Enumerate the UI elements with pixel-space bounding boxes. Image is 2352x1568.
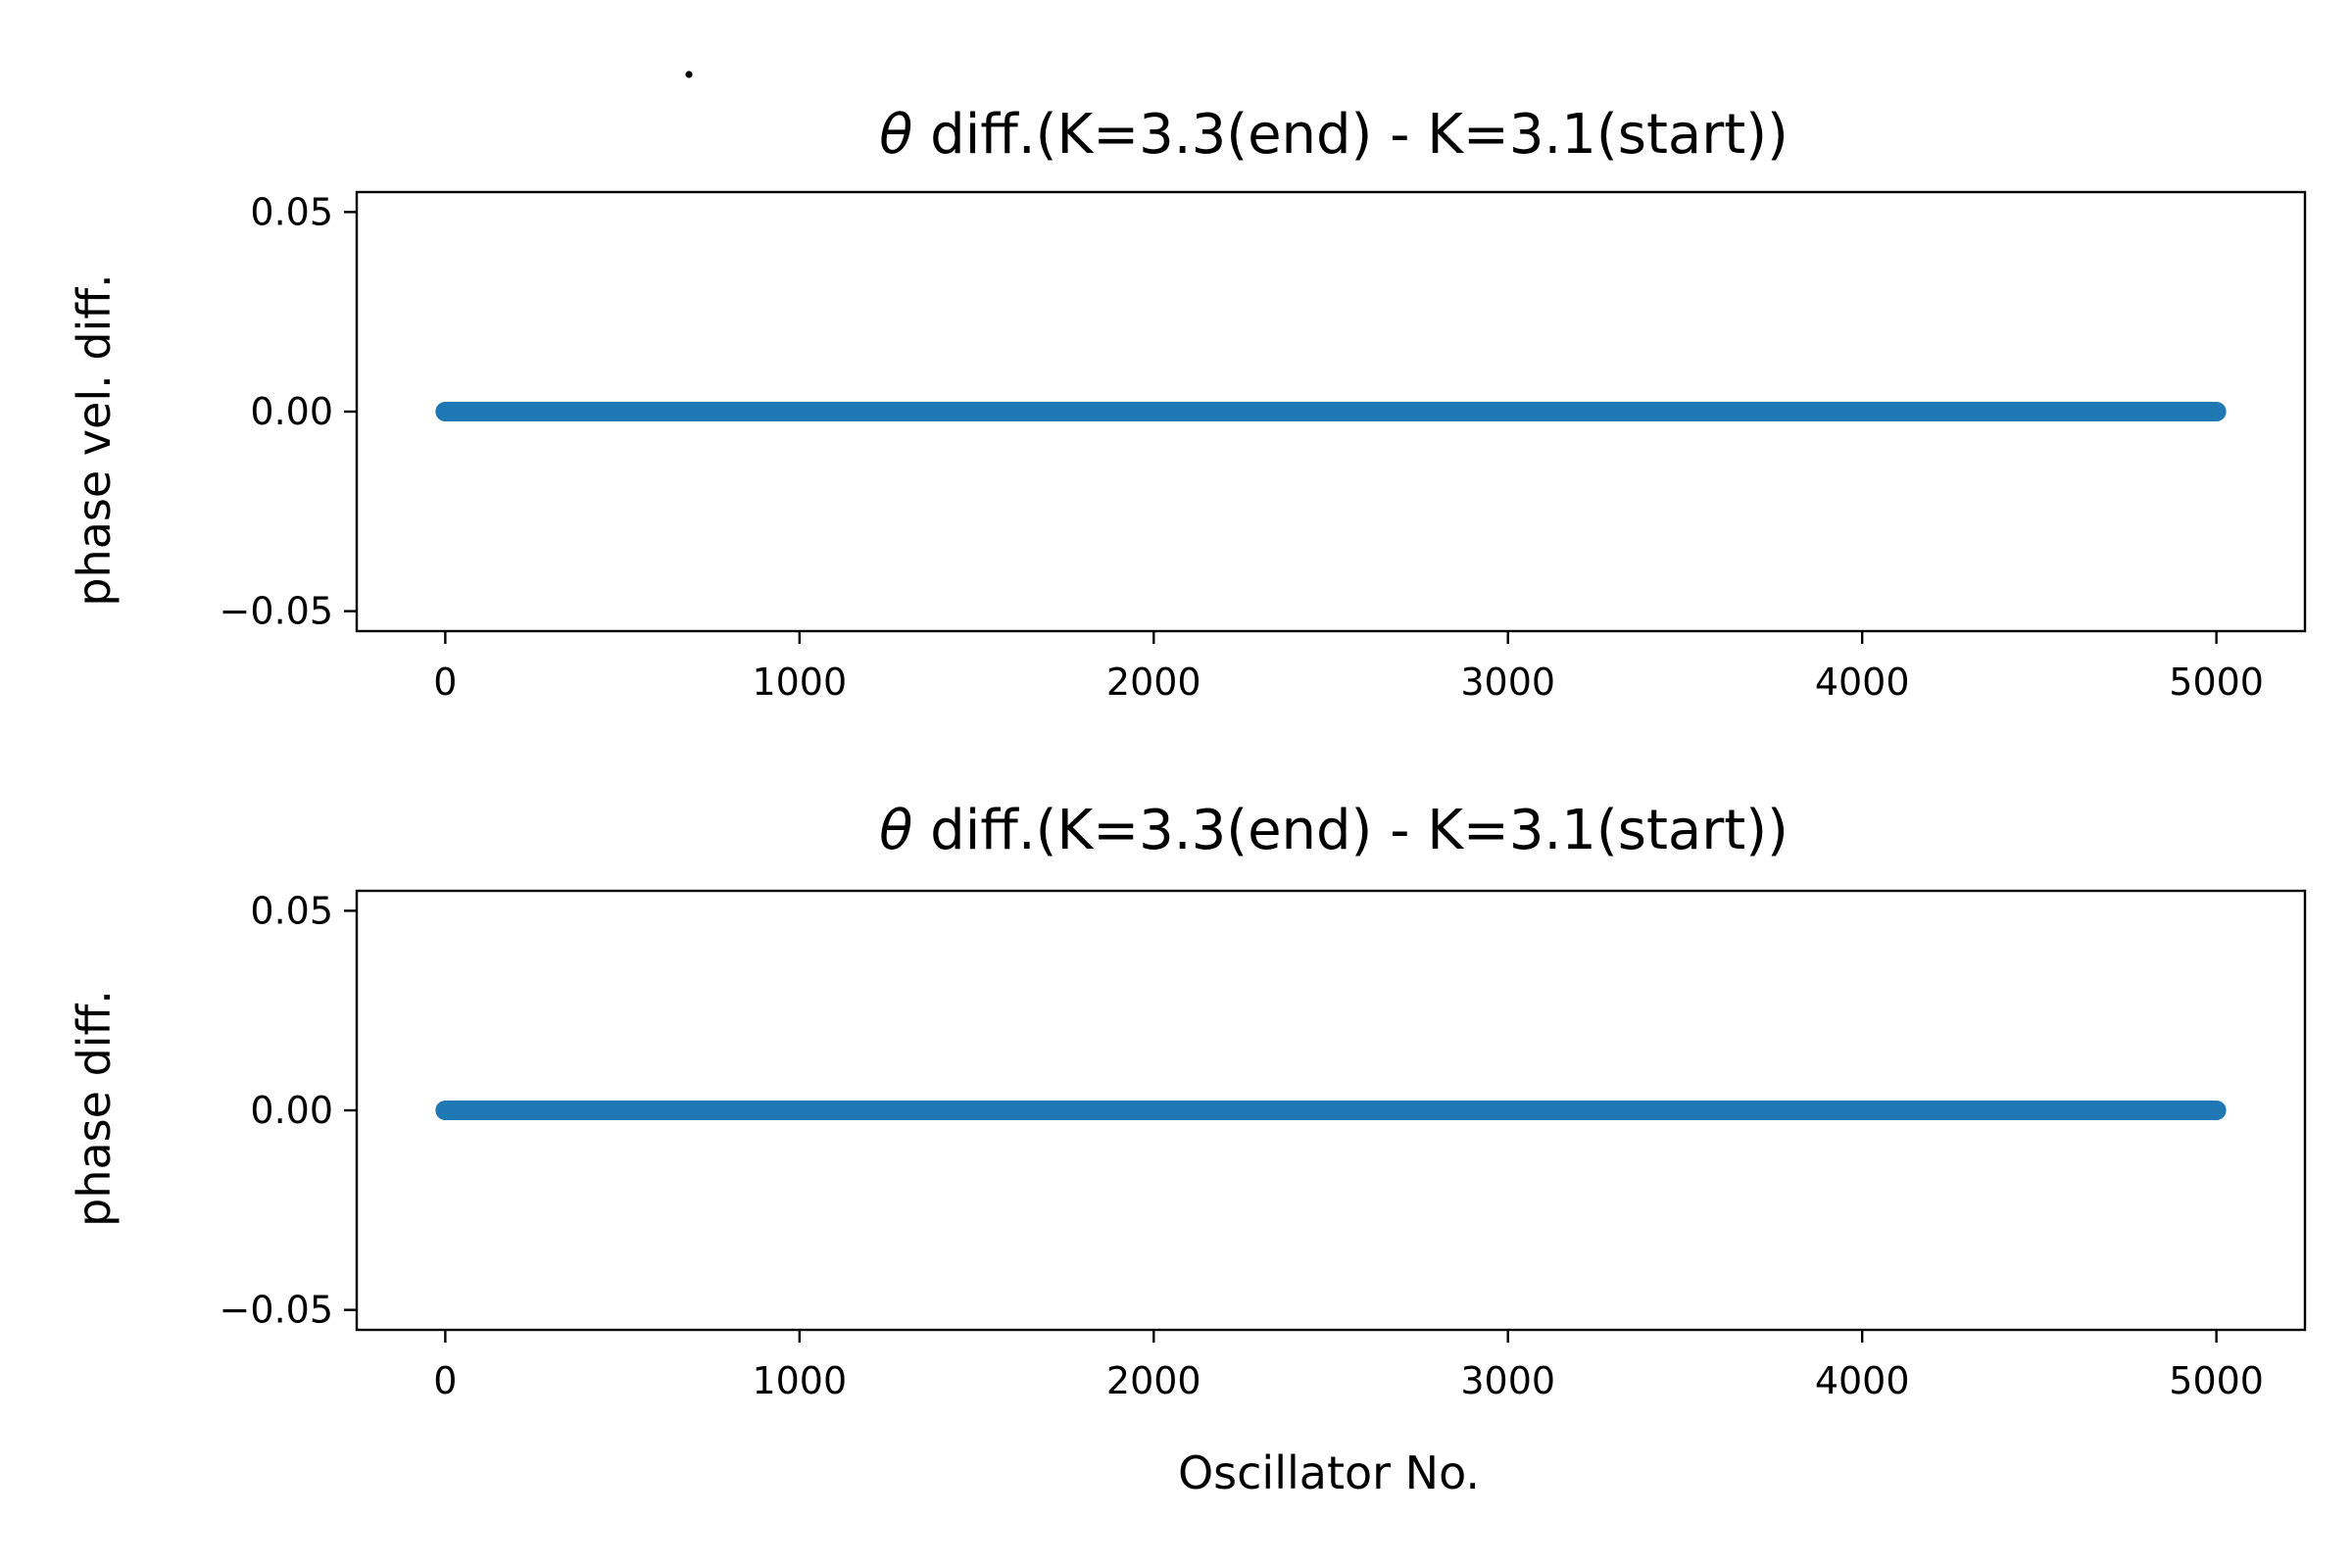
y-tick-label: 0.05 <box>250 190 333 233</box>
chart-title: θ diff.(K=3.3(end) - K=3.1(start)) <box>879 103 1788 167</box>
x-tick-label: 5000 <box>2169 1359 2264 1402</box>
y-axis-label: phase diff. <box>68 990 121 1227</box>
x-tick-label: 3000 <box>1460 1359 1555 1402</box>
title-text: diff.(K=3.3(end) - K=3.1(start)) <box>912 103 1788 167</box>
title-symbol: θ <box>879 103 912 167</box>
x-tick-label: 1000 <box>752 661 847 704</box>
y-axis-label: phase vel. diff. <box>68 273 121 606</box>
title-text: diff.(K=3.3(end) - K=3.1(start)) <box>912 799 1788 862</box>
x-tick-label: 2000 <box>1106 661 1201 704</box>
x-tick-label: 4000 <box>1815 1359 1910 1402</box>
subplot-phase-velocity-diff: θ diff.(K=3.3(end) - K=3.1(start)) phase… <box>68 71 2307 704</box>
x-tick-label: 4000 <box>1815 661 1910 704</box>
x-tick-label: 1000 <box>752 1359 847 1402</box>
subplot-phase-diff: θ diff.(K=3.3(end) - K=3.1(start)) phase… <box>68 799 2307 1499</box>
title-symbol-dot <box>685 71 693 78</box>
title-symbol: θ <box>879 799 912 862</box>
y-tick-label: 0.00 <box>250 1089 333 1132</box>
y-tick-label: 0.05 <box>250 889 333 932</box>
y-tick-label: −0.05 <box>220 1289 333 1332</box>
y-tick-label: 0.00 <box>250 390 333 433</box>
x-tick-label: 5000 <box>2169 661 2264 704</box>
x-axis-label: Oscillator No. <box>1178 1446 1480 1499</box>
y-tick-label: −0.05 <box>220 590 333 633</box>
x-tick-label: 0 <box>433 1359 457 1402</box>
x-tick-label: 3000 <box>1460 661 1555 704</box>
x-tick-label: 0 <box>433 661 457 704</box>
chart-title: θ diff.(K=3.3(end) - K=3.1(start)) <box>879 799 1788 862</box>
x-tick-label: 2000 <box>1106 1359 1201 1402</box>
